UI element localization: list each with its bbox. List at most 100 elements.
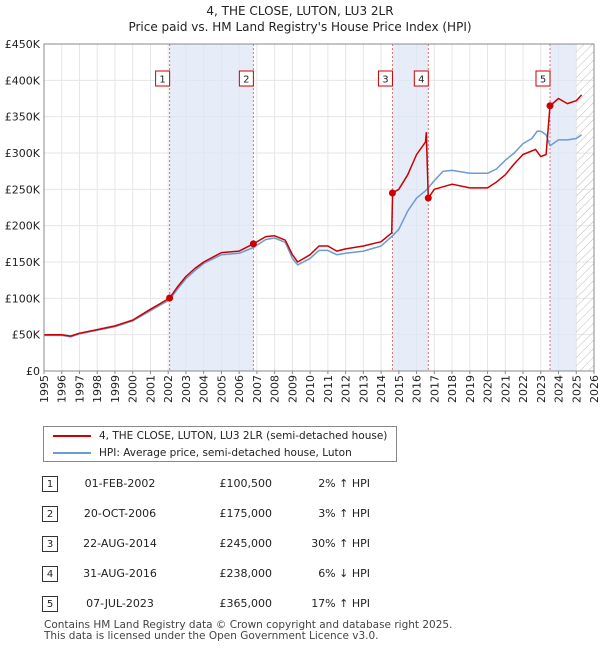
table-row: 1 01-FEB-2002 £100,500 2% ↑ HPI [42,476,462,494]
x-tick-label: 2014 [375,375,388,403]
x-tick-label: 2010 [304,375,317,403]
attribution-footer: Contains HM Land Registry data © Crown c… [44,620,452,642]
transaction-number-badge: 1 [42,476,58,492]
sale-point [546,102,554,110]
legend-swatch-property [53,435,91,437]
transaction-label: 4 [418,75,424,86]
table-row: 3 22-AUG-2014 £245,000 30% ↑ HPI [42,536,462,554]
x-tick-label: 2019 [464,375,477,403]
shaded-span [169,44,254,371]
y-tick-label: £450K [5,38,41,51]
transaction-number-badge: 3 [42,536,58,552]
x-tick-label: 2008 [269,375,282,403]
x-tick-label: 2016 [411,375,424,403]
x-tick-label: 2022 [517,375,530,403]
y-tick-label: £0 [26,365,40,378]
x-tick-label: 1995 [38,375,51,403]
price-chart: 4, THE CLOSE, LUTON, LU3 2LR Price paid … [5,4,600,403]
transaction-label: 3 [382,75,388,86]
attribution-line-1: Contains HM Land Registry data © Crown c… [44,619,453,631]
chart-title: 4, THE CLOSE, LUTON, LU3 2LR [206,4,393,18]
transaction-label: 1 [159,75,165,86]
sale-point [424,194,432,202]
sale-point [388,189,396,197]
x-tick-label: 2023 [535,375,548,403]
x-tick-label: 2003 [180,375,193,403]
transaction-price: £238,000 [219,567,273,580]
plot-frame [43,43,595,372]
transaction-label-box [413,70,429,87]
shaded-span [550,44,577,371]
x-tick-label: 2000 [127,375,140,403]
x-tick-label: 2018 [446,375,459,403]
y-tick-label: £250K [5,183,41,196]
attribution-line-2: This data is licensed under the Open Gov… [44,630,379,642]
transaction-hpi-change: 17% ↑ HPI [311,597,370,610]
x-tick-label: 2013 [357,375,370,403]
transaction-hpi-change: 30% ↑ HPI [311,537,370,550]
x-tick-label: 1998 [91,375,104,403]
transaction-date: 22-AUG-2014 [83,537,157,550]
x-tick-label: 2009 [286,375,299,403]
table-row: 4 31-AUG-2016 £238,000 6% ↓ HPI [42,566,462,584]
legend-swatch-hpi [53,452,91,454]
transaction-number-badge: 4 [42,566,58,582]
table-row: 5 07-JUL-2023 £365,000 17% ↑ HPI [42,596,462,614]
transaction-price: £245,000 [219,537,273,550]
x-tick-label: 2011 [322,375,335,403]
chart-subtitle: Price paid vs. HM Land Registry's House … [128,20,471,34]
legend-item-property: 4, THE CLOSE, LUTON, LU3 2LR (semi-detac… [44,428,387,444]
y-tick-label: £100K [5,292,41,305]
transaction-label: 5 [540,75,546,86]
x-tick-label: 2020 [482,375,495,403]
x-tick-label: 2021 [499,375,512,403]
y-tick-label: £400K [5,74,41,87]
x-tick-label: 1999 [109,375,122,403]
transaction-number-badge: 5 [42,596,58,612]
x-tick-label: 2025 [570,375,583,403]
x-tick-label: 2006 [233,375,246,403]
transaction-price: £100,500 [219,477,273,490]
table-row: 2 20-OCT-2006 £175,000 3% ↑ HPI [42,506,462,524]
y-tick-label: £200K [5,220,41,233]
hpi-line [44,130,583,338]
sale-point [166,294,174,302]
transaction-number-badge: 2 [42,506,58,522]
transaction-date: 20-OCT-2006 [83,507,157,520]
y-tick-label: £150K [5,256,41,269]
x-tick-label: 2002 [162,375,175,403]
transaction-date: 01-FEB-2002 [84,477,156,490]
transaction-label-box [535,70,551,87]
x-tick-label: 2024 [553,375,566,403]
x-tick-label: 2004 [198,375,211,403]
x-tick-label: 1996 [56,375,69,403]
transaction-price: £365,000 [219,597,273,610]
legend-item-hpi: HPI: Average price, semi-detached house,… [44,445,352,461]
y-tick-label: £350K [5,111,41,124]
transaction-date: 07-JUL-2023 [86,597,154,610]
transaction-hpi-change: 2% ↑ HPI [318,477,370,490]
sale-point [249,240,257,248]
plot-area [44,44,594,371]
transaction-label-box [377,70,393,87]
x-tick-label: 2017 [428,375,441,403]
legend-label-property: 4, THE CLOSE, LUTON, LU3 2LR (semi-detac… [99,430,388,442]
chart-legend: 4, THE CLOSE, LUTON, LU3 2LR (semi-detac… [43,426,397,462]
transaction-date: 31-AUG-2016 [83,567,157,580]
transaction-hpi-change: 6% ↓ HPI [318,567,370,580]
x-tick-label: 2026 [588,375,600,403]
x-tick-label: 2007 [251,375,264,403]
property-price-line [44,94,583,337]
x-tick-label: 2005 [215,375,228,403]
transaction-label-box [155,70,171,87]
x-tick-label: 2001 [144,375,157,403]
x-tick-label: 1997 [73,375,86,403]
y-tick-label: £50K [12,329,41,342]
transaction-hpi-change: 3% ↑ HPI [318,507,370,520]
transaction-price: £175,000 [219,507,273,520]
transaction-label-box [238,70,254,87]
transaction-label: 2 [243,75,249,86]
x-tick-label: 2015 [393,375,406,403]
legend-label-hpi: HPI: Average price, semi-detached house,… [99,447,352,459]
y-tick-label: £300K [5,147,41,160]
